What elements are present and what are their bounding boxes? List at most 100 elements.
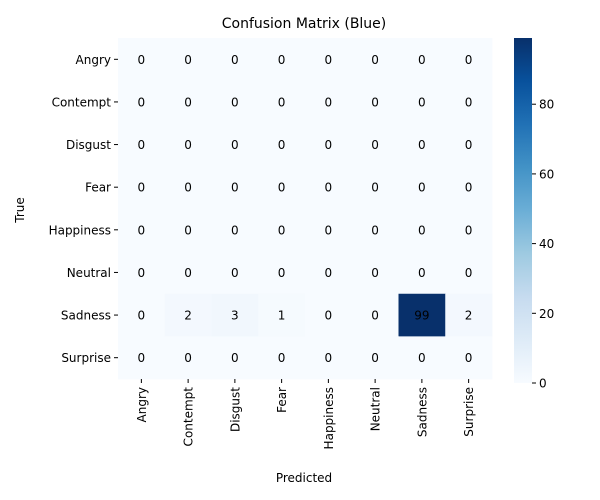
heatmap-cell-0-3 <box>258 38 306 82</box>
y-tick-label: Sadness <box>61 309 111 323</box>
cell-value-1-4: 0 <box>325 95 333 109</box>
heatmap-cell-5-2 <box>211 251 259 295</box>
heatmap-cell-7-7 <box>445 336 493 380</box>
x-tick-label: Contempt <box>182 387 196 447</box>
cell-value-1-6: 0 <box>418 95 426 109</box>
cell-value-6-3: 1 <box>278 309 286 323</box>
heatmap-cell-2-4 <box>305 123 353 167</box>
heatmap-cell-7-5 <box>351 336 399 380</box>
cell-value-7-4: 0 <box>325 351 333 365</box>
cell-value-1-0: 0 <box>138 95 146 109</box>
heatmap-cell-6-6 <box>398 293 446 337</box>
heatmap-cell-7-3 <box>258 336 306 380</box>
heatmap-cell-0-7 <box>445 38 493 82</box>
heatmap-cell-4-6 <box>398 208 446 252</box>
heatmap-cell-7-6 <box>398 336 446 380</box>
heatmap-cell-3-3 <box>258 165 306 209</box>
heatmap-cell-6-4 <box>305 293 353 337</box>
heatmap-cell-1-2 <box>211 80 259 124</box>
cell-value-2-2: 0 <box>231 138 239 152</box>
y-axis-label: True <box>13 197 27 224</box>
heatmap-cell-3-2 <box>211 165 259 209</box>
cell-value-7-5: 0 <box>371 351 379 365</box>
cell-value-4-1: 0 <box>184 223 192 237</box>
heatmap-cell-3-6 <box>398 165 446 209</box>
heatmap-cell-0-5 <box>351 38 399 82</box>
cell-value-3-6: 0 <box>418 181 426 195</box>
cell-value-3-1: 0 <box>184 181 192 195</box>
cell-value-4-6: 0 <box>418 223 426 237</box>
cell-value-3-3: 0 <box>278 181 286 195</box>
y-tick-label: Disgust <box>66 138 111 152</box>
colorbar <box>514 38 532 383</box>
colorbar-tick-label: 80 <box>539 98 554 112</box>
cell-value-1-7: 0 <box>465 95 473 109</box>
heatmap-cell-2-0 <box>118 123 166 167</box>
heatmap-cell-4-5 <box>351 208 399 252</box>
x-tick-label: Sadness <box>415 387 429 437</box>
heatmap-cell-0-2 <box>211 38 259 82</box>
cell-value-0-5: 0 <box>371 53 379 67</box>
cell-value-4-7: 0 <box>465 223 473 237</box>
y-tick-label: Angry <box>76 53 111 67</box>
heatmap-cell-3-5 <box>351 165 399 209</box>
cell-value-6-2: 3 <box>231 309 239 323</box>
heatmap-cell-4-4 <box>305 208 353 252</box>
y-tick-label: Neutral <box>67 266 111 280</box>
cell-value-0-1: 0 <box>184 53 192 67</box>
cell-value-2-6: 0 <box>418 138 426 152</box>
heatmap-cell-2-5 <box>351 123 399 167</box>
cell-value-5-7: 0 <box>465 266 473 280</box>
heatmap-cell-1-3 <box>258 80 306 124</box>
cell-value-5-3: 0 <box>278 266 286 280</box>
colorbar-tick-label: 0 <box>539 377 547 391</box>
cell-value-4-3: 0 <box>278 223 286 237</box>
cell-value-4-0: 0 <box>138 223 146 237</box>
cell-value-5-0: 0 <box>138 266 146 280</box>
y-tick-label: Surprise <box>61 351 111 365</box>
cell-value-0-4: 0 <box>325 53 333 67</box>
cell-value-2-1: 0 <box>184 138 192 152</box>
x-tick-label: Happiness <box>322 387 336 449</box>
cell-value-1-5: 0 <box>371 95 379 109</box>
colorbar-ticks: 0 20 40 60 80 <box>532 98 554 391</box>
cell-value-4-4: 0 <box>325 223 333 237</box>
x-tick-label: Surprise <box>462 387 476 437</box>
cell-value-6-1: 2 <box>184 309 192 323</box>
heatmap-cell-1-5 <box>351 80 399 124</box>
heatmap-cell-2-2 <box>211 123 259 167</box>
cell-value-3-7: 0 <box>465 181 473 195</box>
cell-value-5-2: 0 <box>231 266 239 280</box>
cell-value-3-5: 0 <box>371 181 379 195</box>
chart-title: Confusion Matrix (Blue) <box>222 16 387 32</box>
heatmap-cell-6-3 <box>258 293 306 337</box>
colorbar-tick-label: 40 <box>539 237 554 251</box>
heatmap-cell-0-1 <box>164 38 212 82</box>
cell-value-3-2: 0 <box>231 181 239 195</box>
heatmap-cells <box>118 38 493 380</box>
cell-value-6-4: 0 <box>325 309 333 323</box>
heatmap-cell-2-6 <box>398 123 446 167</box>
cell-value-4-2: 0 <box>231 223 239 237</box>
cell-value-6-0: 0 <box>138 309 146 323</box>
heatmap-cell-5-6 <box>398 251 446 295</box>
cell-value-7-6: 0 <box>418 351 426 365</box>
cell-value-6-6: 99 <box>414 309 429 323</box>
heatmap-cell-1-0 <box>118 80 166 124</box>
y-tick-label: Contempt <box>52 95 112 109</box>
heatmap-cell-3-4 <box>305 165 353 209</box>
cell-value-5-5: 0 <box>371 266 379 280</box>
cell-value-2-3: 0 <box>278 138 286 152</box>
cell-value-0-0: 0 <box>138 53 146 67</box>
heatmap-cell-6-0 <box>118 293 166 337</box>
heatmap-cell-0-0 <box>118 38 166 82</box>
cell-value-0-6: 0 <box>418 53 426 67</box>
heatmap-cell-7-1 <box>164 336 212 380</box>
heatmap-cell-5-0 <box>118 251 166 295</box>
heatmap-cell-2-1 <box>164 123 212 167</box>
cell-value-0-3: 0 <box>278 53 286 67</box>
heatmap-cell-6-1 <box>164 293 212 337</box>
colorbar-tick-label: 20 <box>539 307 554 321</box>
heatmap-cell-5-4 <box>305 251 353 295</box>
